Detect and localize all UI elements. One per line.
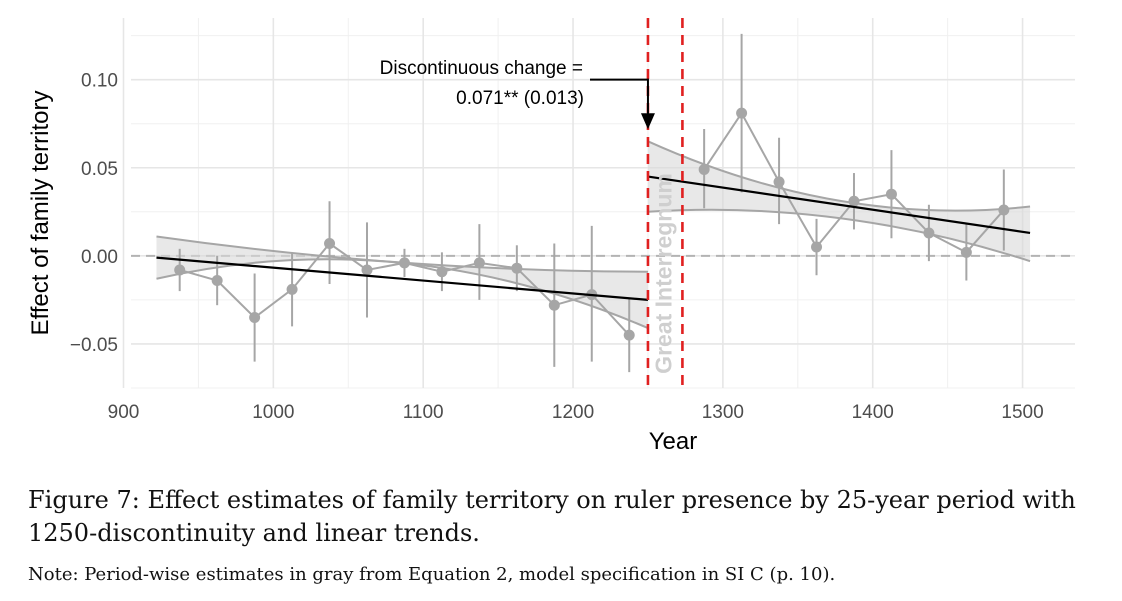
discontinuity-annotation: Discontinuous change = 0.071** (0.013) [380,58,655,130]
y-tick-label: 0.00 [81,247,118,268]
x-tick-label: 1200 [552,402,594,423]
estimate-point [473,257,485,269]
confidence-band [156,236,648,329]
estimate-point [361,264,373,276]
estimate-point [923,227,935,239]
estimate-point [511,262,523,274]
y-tick-label: 0.10 [81,71,118,92]
y-axis-title: Effect of family territory [27,91,54,336]
estimate-point [698,164,710,176]
estimate-point [998,204,1010,216]
annotation-line-2: 0.071** (0.013) [456,88,584,109]
estimate-point [436,266,448,278]
effect-estimates-chart: Great Interregnum Discontinuous change =… [27,18,1075,455]
trend-line [647,175,1031,235]
estimate-point [174,264,186,276]
x-tick-label: 1000 [252,402,294,423]
band-upper-edge [647,140,1031,212]
x-tick-label: 1400 [852,402,894,423]
y-tick-label: 0.05 [81,159,118,180]
estimate-point [249,312,261,324]
annotation-arrowhead [640,113,655,130]
estimate-point [398,257,410,269]
estimate-point [811,241,823,253]
era-label: Great Interregnum [650,173,676,374]
estimate-point [286,283,298,295]
x-axis-title: Year [649,428,698,455]
x-tick-label: 1500 [1001,402,1043,423]
estimate-point [885,188,897,200]
major-gridlines [122,18,1075,388]
trend-line [156,256,649,302]
period-estimates [174,33,1010,373]
estimate-point [623,329,635,341]
discontinuity-lines [646,18,684,388]
estimate-point [324,238,336,250]
trend-lines [156,175,1031,302]
estimate-point [211,275,223,287]
estimate-point [960,246,972,258]
y-tick-label: −0.05 [70,335,118,356]
x-tick-label: 900 [108,402,140,423]
estimate-point [548,299,560,311]
estimate-point [736,107,748,119]
y-axis-tick-labels: −0.05 0.00 0.05 0.10 [70,71,118,356]
figure-caption: Figure 7: Effect estimates of family ter… [28,486,1076,547]
x-axis-tick-labels: 900 1000 1100 1200 1300 1400 1500 [108,402,1044,423]
x-tick-label: 1300 [702,402,744,423]
annotation-line-1: Discontinuous change = [380,58,583,79]
estimate-point [773,176,785,188]
x-tick-label: 1100 [403,402,444,423]
estimate-point [848,195,860,207]
figure-note: Note: Period-wise estimates in gray from… [28,564,836,585]
annotation-arrow-line [590,78,649,116]
